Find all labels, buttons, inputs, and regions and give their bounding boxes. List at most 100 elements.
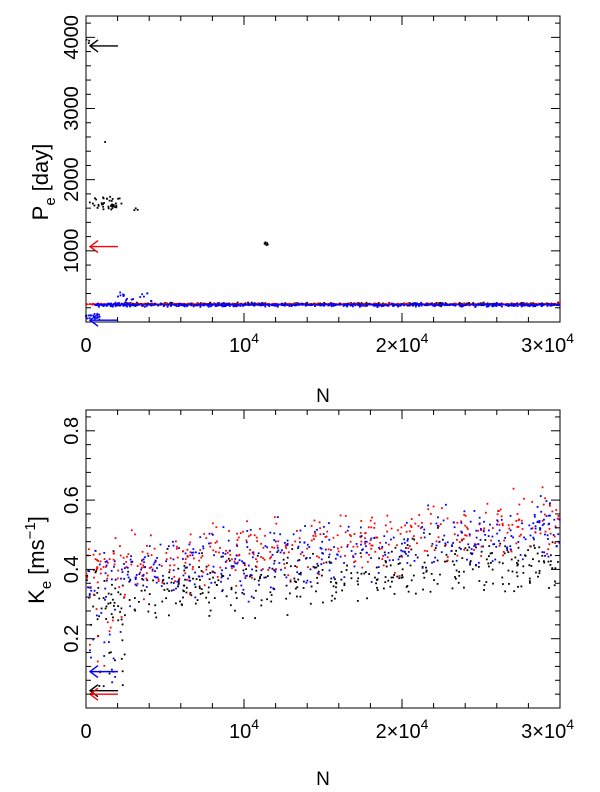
period-point — [108, 199, 111, 202]
amplitude-point — [310, 539, 313, 542]
amplitude-point — [368, 542, 371, 545]
amplitude-point — [405, 521, 408, 524]
amplitude-point — [401, 542, 403, 545]
amplitude-point — [108, 651, 111, 654]
amplitude-point — [189, 593, 191, 595]
amplitude-point — [104, 572, 107, 575]
amplitude-point — [341, 589, 343, 592]
amplitude-point — [234, 609, 236, 612]
period-point — [516, 302, 518, 305]
period-point — [166, 305, 169, 308]
amplitude-point — [119, 611, 121, 613]
amplitude-point — [140, 589, 143, 592]
amplitude-point — [112, 552, 115, 555]
amplitude-point — [106, 574, 109, 577]
amplitude-point — [87, 570, 90, 572]
amplitude-point — [114, 537, 117, 539]
amplitude-point — [455, 559, 458, 562]
amplitude-point — [371, 544, 374, 547]
amplitude-point — [243, 562, 246, 565]
amplitude-point — [320, 558, 323, 561]
amplitude-point — [206, 573, 209, 576]
amplitude-point — [336, 553, 338, 556]
amplitude-point — [243, 593, 246, 595]
amplitude-point — [188, 576, 191, 579]
amplitude-point — [244, 575, 247, 577]
amplitude-point — [103, 664, 106, 667]
amplitude-point — [535, 571, 537, 574]
amplitude-point — [281, 549, 283, 552]
amplitude-point — [538, 570, 541, 572]
amplitude-point — [494, 558, 497, 561]
amplitude-point — [429, 522, 432, 525]
amplitude-point — [509, 514, 512, 517]
period-point — [323, 301, 326, 304]
amplitude-point — [410, 518, 413, 520]
period-point — [226, 303, 229, 305]
amplitude-point — [212, 576, 214, 579]
amplitude-point — [244, 577, 247, 579]
period-point — [434, 302, 437, 305]
period-point — [532, 305, 535, 308]
period-point — [391, 302, 393, 305]
amplitude-point — [515, 562, 518, 564]
amplitude-point — [322, 601, 324, 604]
amplitude-point — [222, 575, 225, 577]
period-point — [413, 303, 416, 306]
amplitude-point — [468, 546, 471, 549]
amplitude-point — [444, 544, 447, 546]
amplitude-point — [98, 685, 101, 687]
amplitude-point — [340, 578, 343, 581]
amplitude-point — [220, 576, 223, 579]
period-point — [237, 304, 240, 307]
amplitude-point — [148, 567, 151, 569]
amplitude-point — [213, 554, 215, 557]
amplitude-point — [540, 510, 543, 513]
amplitude-point — [510, 558, 513, 561]
amplitude-point — [497, 510, 500, 512]
amplitude-point — [433, 579, 435, 581]
amplitude-point — [529, 581, 531, 584]
amplitude-point — [158, 563, 161, 566]
amplitude-point — [407, 554, 409, 557]
amplitude-point — [458, 541, 461, 543]
amplitude-point — [102, 566, 105, 568]
amplitude-point — [99, 572, 102, 575]
amplitude-point — [423, 561, 426, 564]
amplitude-point — [310, 525, 313, 527]
amplitude-point — [524, 554, 526, 557]
amplitude-point — [467, 543, 470, 546]
amplitude-point — [312, 538, 315, 541]
amplitude-point — [98, 563, 101, 566]
amplitude-point — [533, 547, 536, 549]
period-point — [221, 304, 224, 307]
amplitude-point — [464, 534, 467, 537]
amplitude-point — [423, 528, 426, 531]
amplitude-point — [329, 562, 331, 564]
amplitude-point — [279, 551, 282, 554]
amplitude-point — [242, 561, 245, 564]
amplitude-point — [256, 554, 259, 557]
amplitude-x-tick-label: 2×104 — [376, 716, 429, 743]
amplitude-point — [298, 537, 301, 540]
amplitude-point — [488, 555, 490, 558]
amplitude-point — [491, 535, 494, 538]
amplitude-point — [224, 567, 227, 570]
amplitude-point — [107, 592, 110, 595]
period-point — [395, 303, 398, 306]
amplitude-point — [313, 519, 316, 522]
period-point — [444, 303, 447, 306]
amplitude-point — [105, 595, 107, 598]
period-point — [418, 305, 421, 307]
amplitude-point — [303, 541, 306, 544]
amplitude-point — [327, 556, 330, 559]
amplitude-point — [469, 552, 472, 555]
amplitude-point — [314, 530, 316, 533]
amplitude-point — [240, 584, 243, 587]
period-point — [387, 304, 389, 307]
amplitude-point — [186, 578, 188, 581]
amplitude-point — [108, 630, 111, 633]
amplitude-point — [409, 564, 412, 567]
amplitude-point — [234, 562, 237, 565]
